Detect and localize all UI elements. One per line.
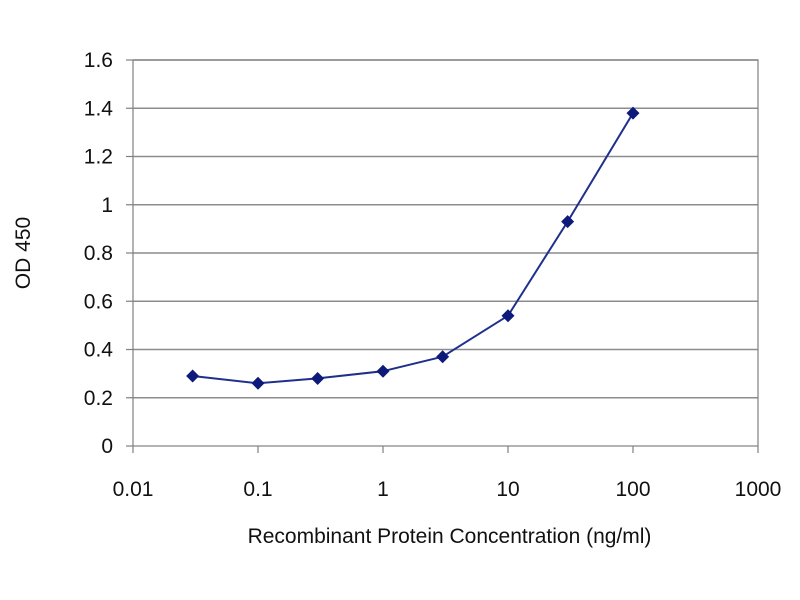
x-tick-label: 100 — [615, 478, 650, 501]
x-tick-label: 10 — [496, 478, 519, 501]
grid-lines — [133, 59, 758, 399]
data-point-marker — [561, 215, 575, 229]
y-tick-label: 0.2 — [84, 387, 113, 410]
y-tick-label: 1.4 — [84, 97, 114, 120]
data-point-marker — [436, 350, 450, 364]
y-tick-label: 0.8 — [84, 242, 113, 265]
y-tick-label: 1 — [101, 194, 113, 217]
data-point-marker — [251, 376, 265, 390]
data-series — [186, 106, 640, 390]
axes — [126, 59, 759, 453]
x-tick-label: 1 — [377, 478, 389, 501]
data-point-marker — [626, 106, 640, 120]
y-tick-label: 0.6 — [84, 290, 113, 313]
y-tick-labels: 0 0.2 0.4 0.6 0.8 1 1.2 1.4 1.6 — [84, 49, 114, 458]
series-line — [192, 112, 634, 385]
data-point-marker — [186, 369, 200, 383]
x-axis-title: Recombinant Protein Concentration (ng/ml… — [248, 525, 652, 548]
data-point-marker — [501, 309, 515, 323]
plot-frame — [132, 59, 759, 447]
y-tick-label: 0 — [101, 435, 113, 458]
data-point-marker — [376, 364, 390, 378]
x-tick-labels: 0.01 0.1 1 10 100 1000 — [113, 478, 782, 501]
x-tick-label: 1000 — [735, 478, 782, 501]
x-tick-label: 0.1 — [243, 478, 272, 501]
x-tick-label: 0.01 — [113, 478, 154, 501]
y-tick-label: 1.6 — [84, 49, 113, 72]
y-axis-title: OD 450 — [12, 217, 35, 289]
data-point-marker — [311, 371, 325, 385]
y-tick-label: 0.4 — [84, 339, 114, 362]
y-tick-label: 1.2 — [84, 146, 113, 169]
